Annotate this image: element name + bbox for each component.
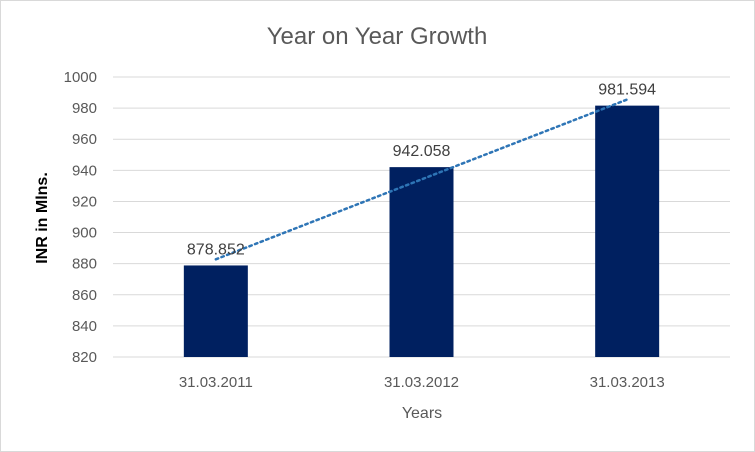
bar [183,265,248,357]
bar [389,167,454,357]
data-label: 878.852 [187,241,245,258]
y-tick-label: 900 [72,225,97,242]
y-tick-label: 820 [72,349,97,366]
x-tick-label: 31.03.2011 [179,374,253,391]
x-axis-label: Years [402,405,442,422]
y-tick-label: 1000 [64,69,97,86]
chart-title: Year on Year Growth [267,23,488,50]
bar [595,105,660,357]
x-tick-label: 31.03.2013 [590,374,665,391]
trendline [214,98,629,261]
y-axis-label: INR in Mlns. [34,172,51,264]
y-tick-label: 860 [72,287,97,304]
y-tick-label: 980 [72,100,97,117]
y-tick-label: 920 [72,193,97,210]
x-axis-ticks: 31.03.2011 31.03.2012 31.03.2013 [179,374,665,391]
y-tick-label: 840 [72,318,97,335]
bars [183,105,660,357]
x-tick-label: 31.03.2012 [384,374,459,391]
y-axis-ticks: 820 840 860 880 900 920 940 960 980 1000 [64,69,97,366]
data-label: 942.058 [393,143,451,160]
y-tick-label: 960 [72,131,97,148]
y-tick-label: 880 [72,256,97,273]
data-label: 981.594 [598,82,656,99]
trendline-group [214,98,629,261]
data-labels: 878.852 942.058 981.594 [187,82,656,259]
y-tick-label: 940 [72,162,97,179]
